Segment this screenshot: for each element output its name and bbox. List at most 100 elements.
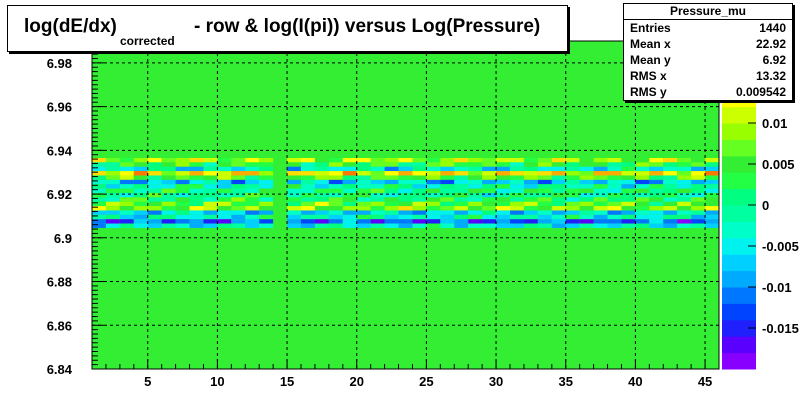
heatmap-cell [523,192,538,198]
heatmap-cell [454,166,469,172]
heatmap-cell [677,197,692,202]
heatmap-cell [593,175,608,180]
heatmap-cell [468,197,483,202]
heatmap-cell [119,223,134,228]
heatmap-cell [510,184,524,189]
heatmap-cell [579,166,594,172]
heatmap-cell [593,219,608,224]
heatmap-cell [691,219,706,224]
heatmap-cell [189,188,204,193]
stats-row-mean-y: Mean y 6.92 [624,52,792,68]
heatmap-cell [161,166,176,172]
heatmap-cell [649,162,664,167]
heatmap-cell [677,166,692,172]
heatmap-cell [119,210,134,215]
y-tick-label: 6.92 [47,187,72,202]
heatmap-cell [663,166,678,172]
heatmap-cell [454,184,469,189]
x-tick-label: 45 [698,374,712,389]
heatmap-cell [496,223,510,228]
heatmap-cell [635,210,650,215]
heatmap-cell [593,201,608,207]
heatmap-cell [301,162,315,167]
heatmap-cell [342,206,357,211]
heatmap-cell [161,214,176,220]
heatmap-cell [342,223,357,228]
heatmap-cell [621,210,636,215]
heatmap-cell [314,162,329,167]
heatmap-cell [301,184,315,189]
heatmap-cell [468,179,483,185]
heatmap-cell [621,197,636,202]
heatmap-cell [621,175,636,180]
heatmap-cell [370,179,385,185]
heatmap-cell [510,197,524,202]
heatmap-cell [482,214,497,220]
z-tick-label: -0.01 [762,280,792,295]
heatmap-cell [523,179,538,185]
heatmap-cell [454,223,469,228]
heatmap-cell [287,197,301,202]
heatmap-cell [705,201,719,207]
heatmap-cell [593,197,608,202]
x-tick-label: 15 [280,374,294,389]
heatmap-cell [398,184,413,189]
heatmap-cell [468,171,483,176]
heatmap-cell [440,179,455,185]
heatmap-cell [649,223,664,228]
heatmap-cell [454,171,469,176]
heatmap-cell [649,171,664,176]
heatmap-cell [551,188,566,193]
color-scale-segment [722,106,756,124]
heatmap-cell [259,206,274,211]
heatmap-cell [189,175,204,180]
heatmap-cell [565,223,580,228]
heatmap-cell [705,179,719,185]
heatmap-cell [301,197,315,202]
heatmap-cell [579,192,594,198]
heatmap-cell [217,175,232,180]
heatmap-cell [259,219,274,224]
heatmap-cell [551,157,566,163]
heatmap-cell [454,157,469,163]
heatmap-cell [92,210,106,215]
heatmap-cell [579,162,594,167]
y-tick-label: 6.88 [47,275,72,290]
heatmap-cell [217,210,232,215]
heatmap-cell [147,157,162,163]
heatmap-cell [175,197,190,202]
heatmap-cell [342,188,357,193]
z-tick-label: 0.01 [762,116,787,131]
heatmap-cell [203,214,218,220]
heatmap-cell [496,206,510,211]
heatmap-cell [496,184,510,189]
heatmap-cell [426,184,441,189]
heatmap-cell [370,171,385,176]
heatmap-cell [635,184,650,189]
heatmap-cell [621,201,636,207]
heatmap-cell [147,171,162,176]
heatmap-cell [259,166,274,172]
heatmap-cell [203,210,218,215]
heatmap-cell [468,219,483,224]
heatmap-cell [245,201,260,207]
heatmap-cell [551,166,566,172]
heatmap-cell [287,206,301,211]
heatmap-cell [217,157,232,163]
heatmap-cell [593,188,608,193]
heatmap-cell [607,210,622,215]
heatmap-cell [370,162,385,167]
heatmap-cell [454,179,469,185]
heatmap-cell [384,197,399,202]
heatmap-cell [356,223,371,228]
heatmap-cell [537,192,552,198]
heatmap-cell [314,175,329,180]
heatmap-cell [496,175,510,180]
heatmap-cell [92,223,106,228]
heatmap-cell [203,223,218,228]
heatmap-cell [593,179,608,185]
heatmap-cell [217,206,232,211]
heatmap-cell [370,219,385,224]
heatmap-cell [356,162,371,167]
heatmap-cell [454,206,469,211]
